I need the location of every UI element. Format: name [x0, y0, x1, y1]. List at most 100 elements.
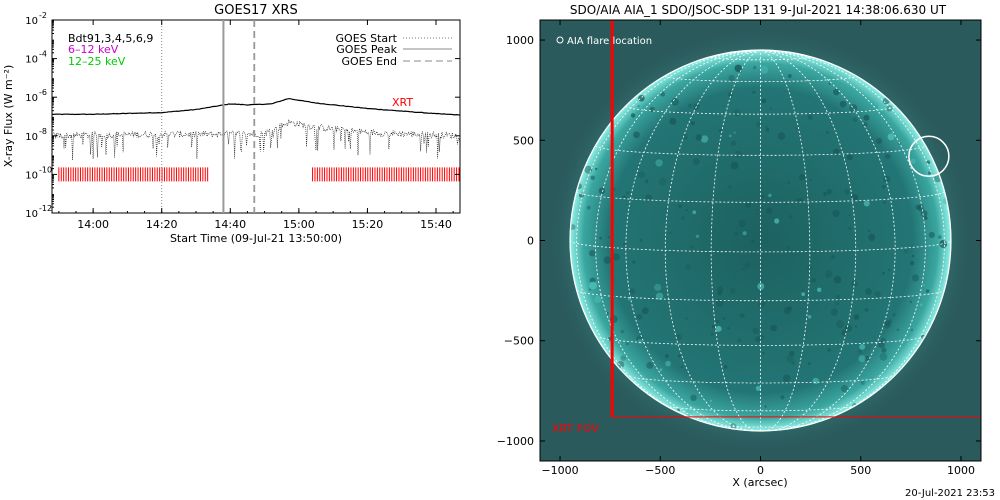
disk-texture	[645, 194, 653, 202]
disk-texture	[628, 288, 636, 295]
disk-texture	[801, 292, 805, 297]
disk-texture	[717, 291, 723, 296]
disk-texture	[730, 161, 739, 170]
aia-y-tick-label: −500	[504, 335, 534, 348]
disk-texture	[595, 167, 598, 171]
disk-texture	[809, 179, 812, 182]
disk-texture	[868, 233, 876, 241]
longitude-line	[760, 50, 896, 431]
disk-texture	[730, 140, 737, 146]
disk-texture	[807, 114, 813, 120]
disk-texture	[924, 216, 928, 220]
longitude-line	[576, 50, 761, 427]
disk-texture	[734, 64, 742, 73]
goes-ylabel: X-ray Flux (W m⁻²)	[2, 65, 15, 167]
disk-texture	[774, 218, 780, 224]
disk-texture	[715, 299, 724, 308]
disk-texture	[867, 229, 871, 232]
disk-texture	[878, 103, 886, 111]
aia-x-tick-label: 500	[850, 464, 871, 477]
footer-timestamp: 20-Jul-2021 23:53	[905, 488, 995, 499]
disk-texture	[925, 289, 930, 293]
disk-texture	[753, 65, 757, 70]
disk-texture	[857, 349, 862, 354]
aia-y-tick-label: 0	[527, 235, 534, 248]
latitude-line	[664, 75, 857, 82]
disk-texture	[853, 314, 860, 320]
disk-texture	[641, 307, 649, 315]
disk-texture	[811, 277, 816, 283]
goes-channel-labels: Bdt91,3,4,5,6,9 6–12 keV 12–25 keV	[68, 32, 153, 68]
disk-texture	[833, 88, 840, 96]
disk-texture	[863, 114, 870, 121]
disk-texture	[795, 127, 798, 130]
aia-x-tick-label: 1000	[947, 464, 975, 477]
disk-texture	[864, 355, 870, 362]
disk-texture	[888, 319, 893, 324]
disk-texture	[835, 295, 840, 300]
disk-texture	[717, 291, 720, 295]
goes-x-tick-label: 14:40	[214, 218, 246, 231]
disk-texture	[692, 158, 700, 166]
goes-y-tick-exponent: -6	[39, 88, 47, 97]
disk-texture	[791, 361, 796, 366]
disk-texture	[685, 263, 691, 270]
disk-texture	[939, 239, 946, 245]
disk-texture	[646, 361, 654, 369]
disk-texture	[830, 308, 839, 316]
disk-texture	[839, 100, 847, 108]
disk-texture	[858, 355, 866, 363]
disk-texture	[860, 380, 865, 385]
disk-texture	[915, 204, 921, 210]
disk-texture	[760, 194, 765, 199]
disk-texture	[678, 204, 682, 208]
disk-texture	[833, 275, 842, 284]
disk-texture	[836, 320, 844, 329]
disk-texture	[812, 377, 819, 385]
disk-texture	[665, 360, 671, 367]
goes-series-2-line	[52, 119, 460, 161]
goes-x-tick-label: 15:00	[283, 218, 315, 231]
disk-texture	[883, 321, 892, 329]
longitude-line	[760, 50, 857, 432]
disk-texture	[777, 132, 786, 140]
disk-texture	[823, 192, 827, 196]
aia-flare-legend: AIA flare location	[556, 36, 652, 47]
disk-texture	[766, 200, 770, 204]
disk-texture	[727, 327, 730, 330]
disk-texture	[817, 287, 822, 292]
disk-texture	[883, 175, 891, 183]
disk-texture	[594, 295, 602, 303]
disk-texture	[620, 355, 626, 362]
disk-texture	[786, 246, 791, 250]
disk-texture	[742, 268, 745, 271]
disk-texture	[919, 303, 923, 307]
disk-texture	[824, 270, 833, 278]
disk-texture	[589, 250, 596, 257]
disk-texture	[798, 174, 806, 181]
longitude-line	[760, 50, 945, 427]
longitude-line	[664, 50, 761, 432]
disk-texture	[658, 177, 667, 186]
disk-texture	[865, 288, 872, 295]
legend-goes-start: GOES Start	[336, 32, 398, 45]
disk-texture	[733, 131, 736, 134]
disk-texture	[681, 216, 685, 220]
disk-texture	[787, 74, 792, 78]
disk-texture	[636, 313, 643, 320]
flare-legend-label: AIA flare location	[567, 36, 652, 47]
solar-limb	[569, 49, 952, 432]
disk-texture	[715, 325, 722, 332]
disk-texture	[755, 121, 762, 128]
aia-x-tick-label: 0	[757, 464, 764, 477]
disk-texture	[848, 214, 851, 217]
goes-y-tick-label: 10	[25, 93, 38, 104]
disk-texture	[690, 121, 695, 126]
disk-texture	[755, 336, 761, 343]
disk-texture	[633, 131, 640, 139]
disk-texture	[928, 231, 935, 238]
disk-texture	[638, 95, 645, 102]
disk-texture	[827, 348, 831, 352]
disk-texture	[722, 317, 726, 320]
disk-texture	[717, 286, 724, 293]
